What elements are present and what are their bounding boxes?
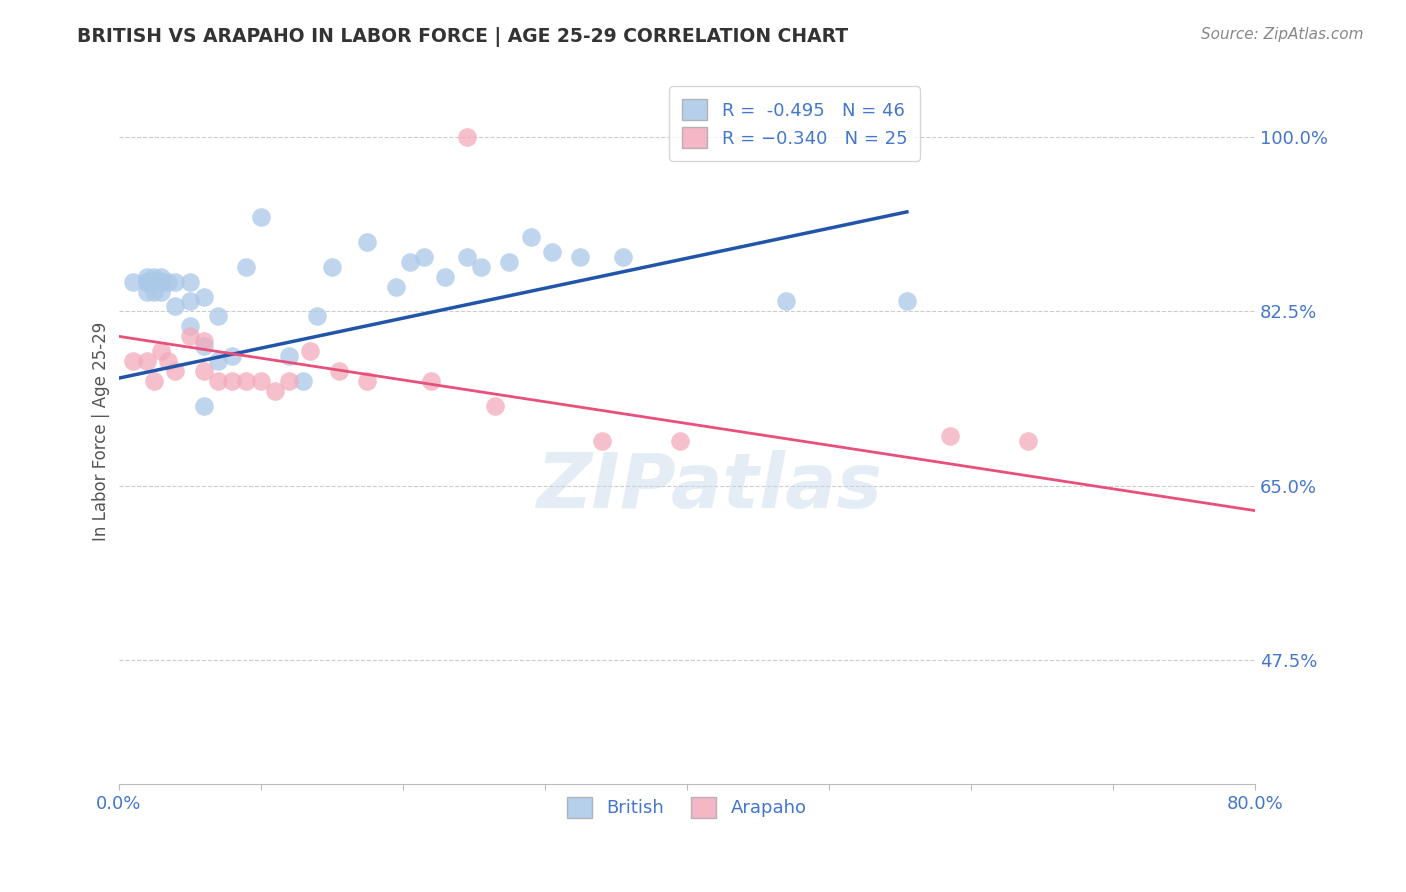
Point	[136, 269, 159, 284]
Point	[207, 374, 229, 388]
Point	[569, 250, 592, 264]
Point	[165, 300, 187, 314]
Point	[143, 269, 166, 284]
Y-axis label: In Labor Force | Age 25-29: In Labor Force | Age 25-29	[93, 321, 110, 541]
Point	[165, 364, 187, 378]
Point	[136, 354, 159, 368]
Point	[121, 354, 143, 368]
Point	[413, 250, 436, 264]
Point	[221, 349, 243, 363]
Point	[278, 374, 301, 388]
Point	[1017, 434, 1039, 448]
Point	[150, 275, 173, 289]
Point	[356, 235, 378, 249]
Point	[484, 399, 506, 413]
Point	[157, 275, 180, 289]
Point	[150, 275, 173, 289]
Point	[434, 269, 457, 284]
Point	[136, 275, 159, 289]
Point	[143, 285, 166, 299]
Text: BRITISH VS ARAPAHO IN LABOR FORCE | AGE 25-29 CORRELATION CHART: BRITISH VS ARAPAHO IN LABOR FORCE | AGE …	[77, 27, 848, 46]
Point	[775, 294, 797, 309]
Point	[157, 354, 180, 368]
Point	[150, 275, 173, 289]
Point	[207, 310, 229, 324]
Point	[938, 429, 960, 443]
Point	[384, 279, 406, 293]
Point	[193, 399, 215, 413]
Point	[299, 344, 322, 359]
Point	[165, 275, 187, 289]
Point	[420, 374, 443, 388]
Point	[249, 374, 271, 388]
Point	[249, 210, 271, 224]
Point	[498, 254, 520, 268]
Point	[328, 364, 350, 378]
Point	[307, 310, 329, 324]
Text: Source: ZipAtlas.com: Source: ZipAtlas.com	[1201, 27, 1364, 42]
Point	[150, 269, 173, 284]
Point	[470, 260, 492, 274]
Point	[193, 364, 215, 378]
Point	[356, 374, 378, 388]
Legend: British, Arapaho: British, Arapaho	[560, 789, 814, 825]
Point	[612, 250, 634, 264]
Point	[150, 285, 173, 299]
Point	[221, 374, 243, 388]
Point	[179, 319, 201, 334]
Point	[235, 260, 257, 274]
Point	[519, 229, 541, 244]
Point	[121, 275, 143, 289]
Point	[668, 434, 690, 448]
Point	[456, 250, 478, 264]
Point	[179, 329, 201, 343]
Point	[292, 374, 315, 388]
Point	[193, 289, 215, 303]
Point	[143, 374, 166, 388]
Point	[179, 294, 201, 309]
Point	[193, 334, 215, 349]
Point	[278, 349, 301, 363]
Point	[136, 285, 159, 299]
Point	[150, 344, 173, 359]
Point	[143, 275, 166, 289]
Point	[456, 130, 478, 145]
Point	[193, 339, 215, 353]
Point	[896, 294, 918, 309]
Text: ZIPatlas: ZIPatlas	[537, 450, 883, 524]
Point	[179, 275, 201, 289]
Point	[143, 275, 166, 289]
Point	[398, 254, 420, 268]
Point	[321, 260, 343, 274]
Point	[207, 354, 229, 368]
Point	[540, 244, 562, 259]
Point	[136, 275, 159, 289]
Point	[235, 374, 257, 388]
Point	[591, 434, 613, 448]
Point	[264, 384, 287, 398]
